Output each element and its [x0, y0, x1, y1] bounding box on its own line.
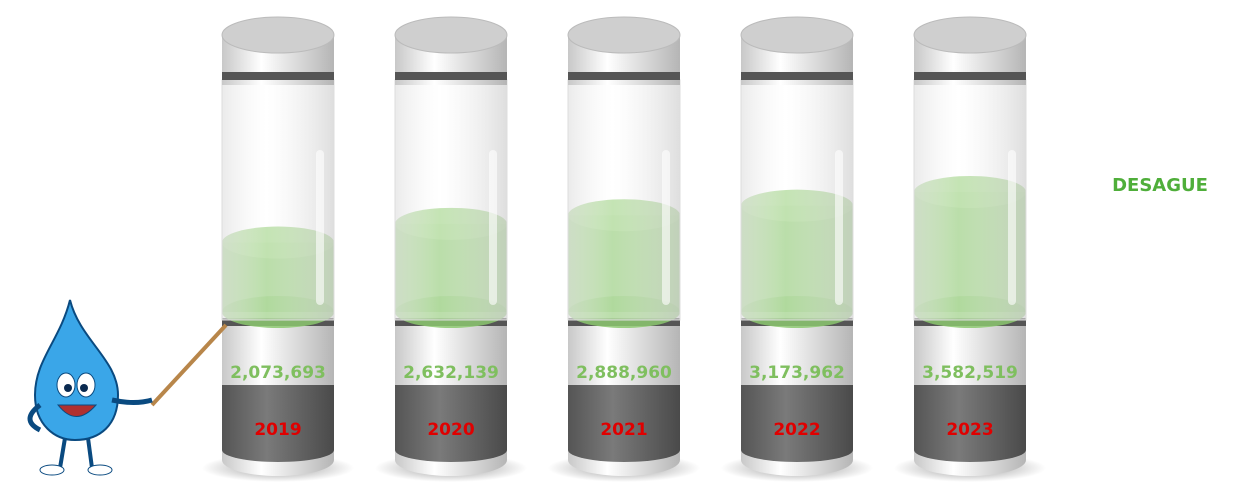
- arm: [27, 403, 42, 433]
- category-label: 2020: [427, 420, 474, 440]
- shoe: [87, 464, 113, 476]
- highlight: [489, 150, 497, 305]
- highlight: [662, 150, 670, 305]
- ring: [914, 72, 1026, 80]
- arm: [111, 397, 153, 405]
- year-band-bottom: [568, 438, 680, 462]
- pupil: [64, 384, 72, 392]
- ring: [222, 72, 334, 80]
- year-band-bottom: [914, 438, 1026, 462]
- cap-top: [221, 16, 335, 54]
- value-label: 2,632,139: [403, 363, 499, 383]
- value-label: 3,173,962: [749, 363, 845, 383]
- year-band-bottom: [222, 438, 334, 462]
- mascot: [27, 299, 228, 476]
- pointer: [150, 323, 228, 407]
- glass: [394, 79, 508, 321]
- glass: [567, 79, 681, 321]
- pupil: [80, 384, 88, 392]
- drop: [33, 299, 120, 442]
- shoe: [39, 464, 65, 476]
- cap-top: [394, 16, 508, 54]
- mouth: [56, 404, 98, 417]
- year-band-bottom: [741, 438, 853, 462]
- glass: [221, 79, 335, 321]
- glass: [740, 79, 854, 321]
- legend-label: DESAGUE: [1112, 175, 1208, 196]
- value-label: 3,582,519: [922, 363, 1018, 383]
- cap-top: [567, 16, 681, 54]
- category-label: 2019: [254, 420, 301, 440]
- cap-top: [913, 16, 1027, 54]
- highlight: [835, 150, 843, 305]
- ring: [395, 72, 507, 80]
- year-band-bottom: [395, 438, 507, 462]
- category-label: 2022: [773, 420, 820, 440]
- category-label: 2023: [946, 420, 993, 440]
- ring: [741, 72, 853, 80]
- highlight: [316, 150, 324, 305]
- value-label: 2,073,693: [230, 363, 326, 383]
- cylinders: 2,073,693 2019 2,632,139 2020 2,888,960 2021 3…: [202, 16, 1046, 482]
- highlight: [1008, 150, 1016, 305]
- legs: [58, 437, 94, 469]
- value-label: 2,888,960: [576, 363, 672, 383]
- glass: [913, 79, 1027, 321]
- ring: [568, 72, 680, 80]
- category-label: 2021: [600, 420, 647, 440]
- cap-top: [740, 16, 854, 54]
